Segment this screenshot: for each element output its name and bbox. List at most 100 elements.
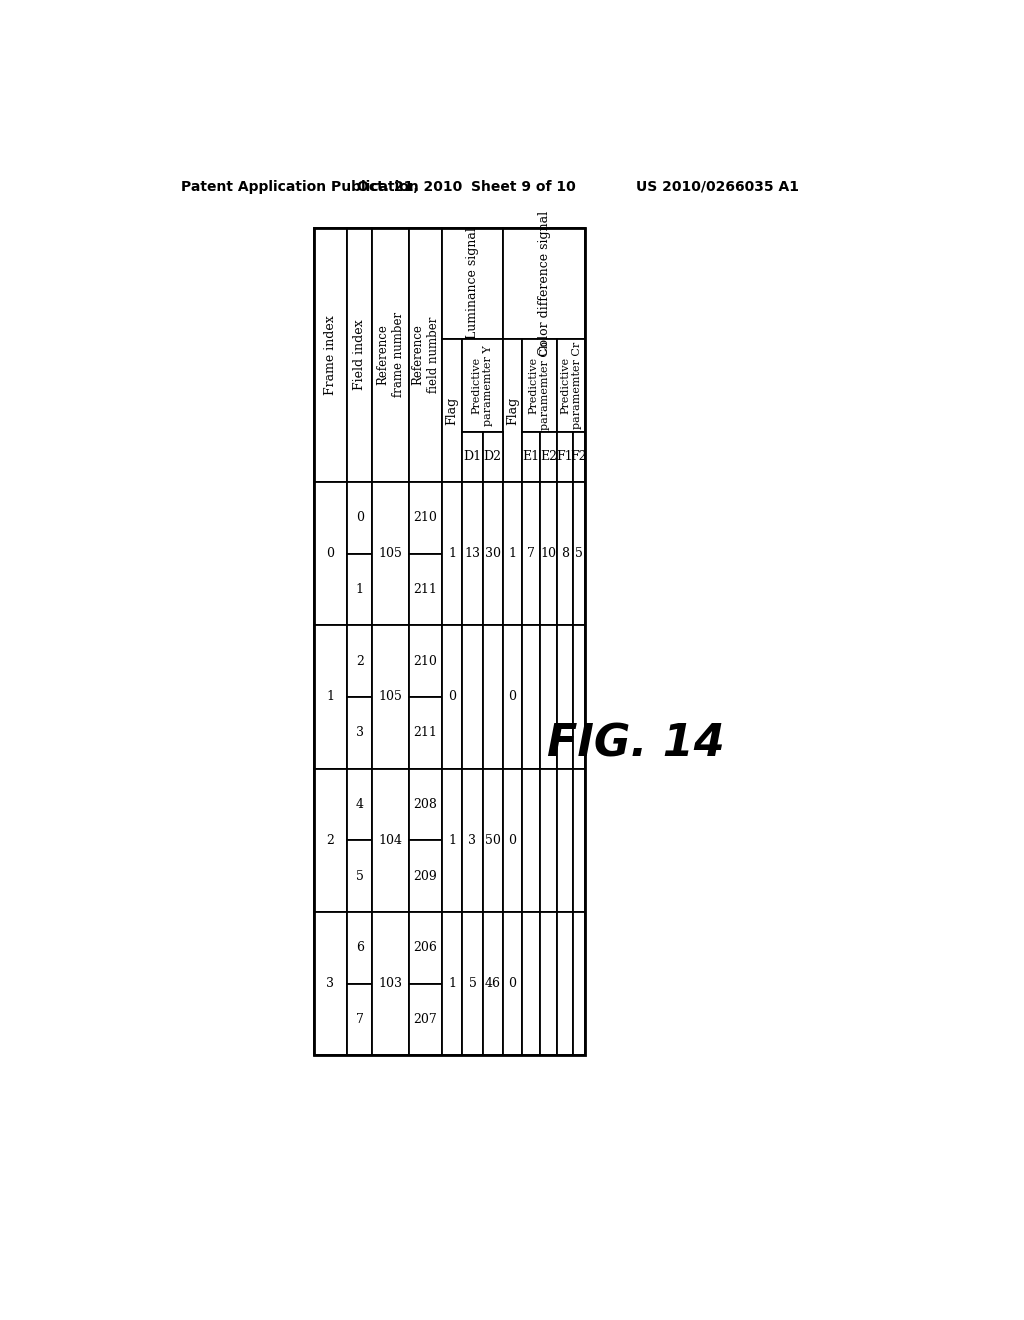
Bar — [442, 227, 503, 339]
Bar — [503, 768, 522, 912]
Text: 104: 104 — [379, 834, 402, 847]
Text: Color difference signal: Color difference signal — [538, 211, 551, 356]
Text: 1: 1 — [449, 834, 456, 847]
Bar — [572, 432, 586, 482]
Bar — [314, 768, 347, 912]
Bar — [462, 768, 482, 912]
Bar — [522, 432, 540, 482]
Bar — [442, 626, 462, 768]
Text: 206: 206 — [414, 941, 437, 954]
Text: F1: F1 — [557, 450, 573, 463]
Text: 2: 2 — [327, 834, 335, 847]
Bar — [540, 912, 557, 1056]
Text: 10: 10 — [541, 546, 556, 560]
Bar — [373, 228, 409, 482]
Text: 2: 2 — [355, 655, 364, 668]
Text: Luminance signal: Luminance signal — [466, 227, 479, 339]
Bar — [373, 626, 409, 768]
Text: Oct. 21, 2010: Oct. 21, 2010 — [356, 180, 462, 194]
Bar — [409, 553, 442, 626]
Text: US 2010/0266035 A1: US 2010/0266035 A1 — [636, 180, 799, 194]
Bar — [540, 432, 557, 482]
Bar — [503, 227, 586, 339]
Text: 1: 1 — [327, 690, 335, 704]
Bar — [409, 841, 442, 912]
Bar — [522, 768, 540, 912]
Bar — [347, 697, 373, 768]
Text: 8: 8 — [561, 546, 569, 560]
Bar — [557, 912, 572, 1056]
Bar — [373, 912, 409, 1056]
Text: 46: 46 — [484, 977, 501, 990]
Text: 0: 0 — [508, 834, 516, 847]
Text: 30: 30 — [484, 546, 501, 560]
Bar — [572, 626, 586, 768]
Text: 5: 5 — [355, 870, 364, 883]
Text: 211: 211 — [414, 726, 437, 739]
Text: Reference
field number: Reference field number — [412, 317, 439, 393]
Bar — [503, 339, 522, 482]
Text: Predictive
paramemter Y: Predictive paramemter Y — [472, 345, 494, 426]
Bar — [462, 626, 482, 768]
Text: 0: 0 — [508, 690, 516, 704]
Bar — [522, 912, 540, 1056]
Bar — [347, 841, 373, 912]
Bar — [540, 626, 557, 768]
Bar — [409, 626, 442, 697]
Text: 50: 50 — [484, 834, 501, 847]
Text: 7: 7 — [355, 1012, 364, 1026]
Text: 105: 105 — [379, 546, 402, 560]
Bar — [314, 228, 586, 1056]
Text: 209: 209 — [414, 870, 437, 883]
Bar — [482, 768, 503, 912]
Text: 4: 4 — [355, 799, 364, 810]
Bar — [409, 482, 442, 553]
Bar — [482, 626, 503, 768]
Text: Patent Application Publication: Patent Application Publication — [180, 180, 419, 194]
Text: 0: 0 — [508, 977, 516, 990]
Text: Sheet 9 of 10: Sheet 9 of 10 — [471, 180, 575, 194]
Text: 1: 1 — [449, 977, 456, 990]
Bar — [503, 482, 522, 626]
Text: 210: 210 — [414, 655, 437, 668]
Text: Frame index: Frame index — [324, 315, 337, 395]
Text: 7: 7 — [526, 546, 535, 560]
Bar — [442, 482, 462, 626]
Text: Predictive
paramemter Cr: Predictive paramemter Cr — [560, 342, 582, 429]
Bar — [522, 626, 540, 768]
Bar — [442, 912, 462, 1056]
Text: 5: 5 — [574, 546, 583, 560]
Bar — [409, 228, 442, 482]
Bar — [572, 482, 586, 626]
Bar — [482, 482, 503, 626]
Bar — [557, 339, 586, 432]
Text: Reference
frame number: Reference frame number — [377, 313, 404, 397]
Text: 1: 1 — [449, 546, 456, 560]
Bar — [409, 697, 442, 768]
Text: 0: 0 — [355, 511, 364, 524]
Text: D2: D2 — [483, 450, 502, 463]
Bar — [540, 482, 557, 626]
Bar — [572, 912, 586, 1056]
Bar — [462, 912, 482, 1056]
Bar — [462, 482, 482, 626]
Bar — [557, 626, 572, 768]
Bar — [503, 912, 522, 1056]
Bar — [482, 912, 503, 1056]
Text: 103: 103 — [379, 977, 402, 990]
Bar — [482, 432, 503, 482]
Text: 208: 208 — [414, 799, 437, 810]
Text: 3: 3 — [327, 977, 335, 990]
Text: 0: 0 — [449, 690, 456, 704]
Text: E1: E1 — [522, 450, 540, 463]
Bar — [503, 626, 522, 768]
Bar — [409, 768, 442, 841]
Text: E2: E2 — [540, 450, 557, 463]
Text: 1: 1 — [508, 546, 516, 560]
Bar — [522, 482, 540, 626]
Bar — [409, 912, 442, 983]
Text: Flag: Flag — [506, 396, 519, 425]
Text: 1: 1 — [355, 583, 364, 595]
Text: 207: 207 — [414, 1012, 437, 1026]
Text: Field index: Field index — [353, 319, 367, 391]
